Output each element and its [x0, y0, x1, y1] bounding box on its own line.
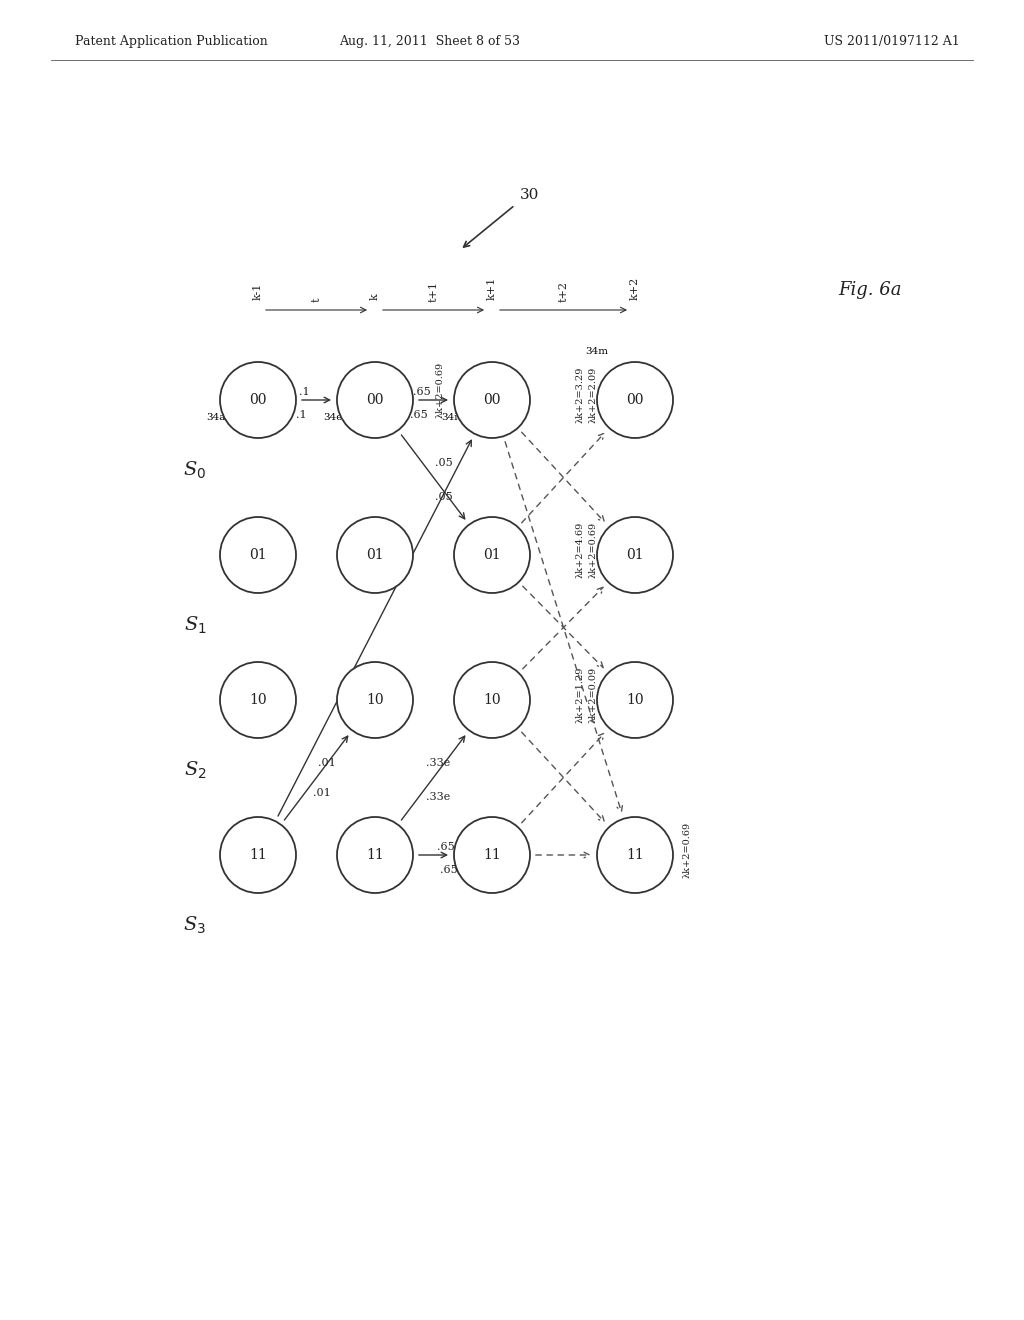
Text: S$_2$: S$_2$	[183, 759, 207, 780]
Text: 34m: 34m	[586, 347, 608, 356]
Circle shape	[337, 817, 413, 894]
Text: 38a: 38a	[220, 400, 240, 409]
Text: S$_1$: S$_1$	[183, 614, 207, 636]
Text: 10: 10	[249, 693, 267, 708]
Text: k+2: k+2	[630, 277, 640, 300]
Text: .33e: .33e	[426, 758, 451, 767]
Text: λk+2=0.09: λk+2=0.09	[589, 667, 597, 723]
Circle shape	[454, 517, 530, 593]
Text: 38i: 38i	[456, 400, 472, 409]
Text: 38e: 38e	[337, 400, 356, 409]
Text: .05: .05	[434, 492, 453, 503]
Text: 01: 01	[249, 548, 267, 562]
Text: λk+2=0.69: λk+2=0.69	[589, 521, 597, 578]
Circle shape	[220, 663, 296, 738]
Circle shape	[597, 362, 673, 438]
Text: k+1: k+1	[487, 277, 497, 300]
Text: t: t	[311, 297, 322, 302]
Circle shape	[597, 663, 673, 738]
Text: 34i: 34i	[441, 413, 459, 422]
Text: 00: 00	[627, 393, 644, 407]
Text: λk+2=1.29: λk+2=1.29	[575, 667, 585, 723]
Text: 10: 10	[367, 693, 384, 708]
Text: Patent Application Publication: Patent Application Publication	[75, 36, 267, 49]
Circle shape	[454, 817, 530, 894]
Text: 10: 10	[627, 693, 644, 708]
Text: 11: 11	[483, 847, 501, 862]
Text: λk+2=3.29: λk+2=3.29	[575, 367, 585, 424]
Text: Aug. 11, 2011  Sheet 8 of 53: Aug. 11, 2011 Sheet 8 of 53	[340, 36, 520, 49]
Circle shape	[454, 362, 530, 438]
Text: 00: 00	[249, 393, 266, 407]
Circle shape	[337, 362, 413, 438]
Text: 00: 00	[483, 393, 501, 407]
Circle shape	[220, 817, 296, 894]
Text: .1: .1	[299, 387, 310, 397]
Circle shape	[220, 362, 296, 438]
Text: λk+2=0.69: λk+2=0.69	[683, 822, 691, 878]
Text: .01: .01	[312, 788, 331, 797]
Text: .33e: .33e	[426, 792, 451, 803]
Text: S$_3$: S$_3$	[183, 915, 207, 936]
Circle shape	[220, 517, 296, 593]
Text: .1: .1	[296, 411, 307, 420]
Text: λk+2=2.09: λk+2=2.09	[589, 367, 597, 424]
Circle shape	[597, 517, 673, 593]
Text: 30: 30	[520, 187, 540, 202]
Text: λk+2=4.69: λk+2=4.69	[575, 521, 585, 578]
Text: 34e: 34e	[324, 413, 343, 422]
Text: 01: 01	[483, 548, 501, 562]
Text: 10: 10	[483, 693, 501, 708]
Text: Fig. 6a: Fig. 6a	[839, 281, 902, 300]
Text: 11: 11	[249, 847, 267, 862]
Circle shape	[337, 663, 413, 738]
Text: .65: .65	[436, 842, 455, 851]
Text: .65: .65	[439, 865, 458, 875]
Text: t+1: t+1	[428, 281, 438, 302]
Text: λk+2=0.69: λk+2=0.69	[435, 362, 444, 418]
Text: 00: 00	[367, 393, 384, 407]
Text: .05: .05	[434, 458, 453, 467]
Text: k-1: k-1	[253, 282, 263, 300]
Text: 34a: 34a	[206, 413, 225, 422]
Text: S$_0$: S$_0$	[183, 459, 207, 480]
Text: .65: .65	[410, 411, 427, 420]
Circle shape	[597, 817, 673, 894]
Text: .65: .65	[413, 387, 430, 397]
Circle shape	[337, 517, 413, 593]
Text: 11: 11	[626, 847, 644, 862]
Circle shape	[454, 663, 530, 738]
Text: 01: 01	[627, 548, 644, 562]
Text: US 2011/0197112 A1: US 2011/0197112 A1	[824, 36, 961, 49]
Text: t+2: t+2	[558, 281, 568, 302]
Text: 01: 01	[367, 548, 384, 562]
Text: .01: .01	[317, 758, 336, 767]
Text: k: k	[370, 293, 380, 300]
Text: 11: 11	[367, 847, 384, 862]
